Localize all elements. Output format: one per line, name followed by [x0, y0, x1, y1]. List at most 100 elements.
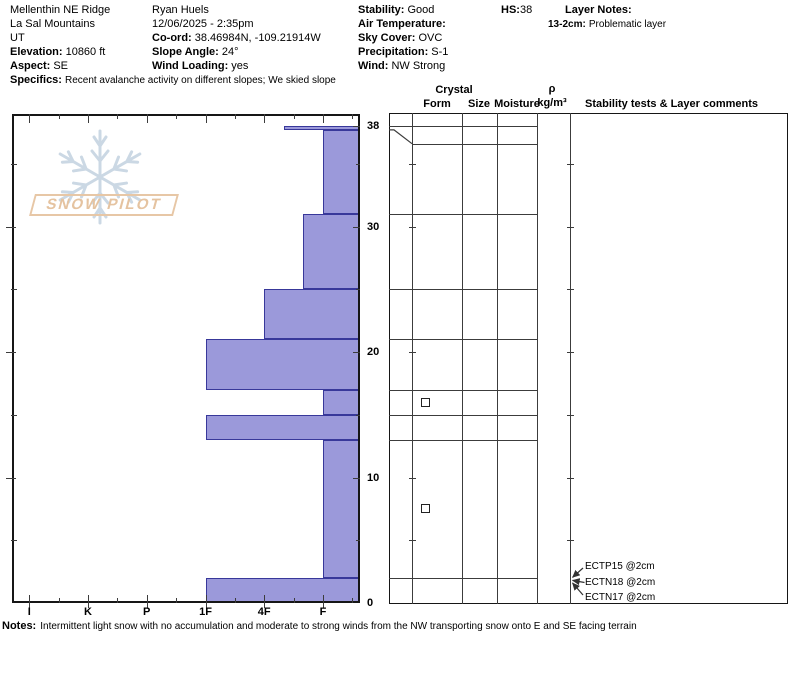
depth-major-tick-right	[353, 226, 360, 228]
hardness-minor-tick-top	[117, 114, 119, 119]
wind: Wind: NW Strong	[358, 60, 446, 72]
strip-depth-tick	[409, 477, 416, 479]
depth-axis-label: 30	[367, 220, 380, 233]
height-of-snow: HS:38	[501, 4, 533, 16]
hardness-bar	[264, 289, 360, 340]
layer-note: 13-2cm: Problematic layer	[548, 19, 667, 30]
depth-major-tick-left	[6, 477, 16, 479]
hardness-minor-tick-bottom	[58, 598, 60, 603]
depth-minor-tick-right	[356, 163, 360, 165]
hardness-major-tick-top	[29, 114, 31, 123]
strip-depth-tick	[409, 540, 416, 542]
crystal-header: Crystal	[435, 84, 473, 96]
hardness-bar	[323, 439, 360, 578]
depth-minor-tick-right	[356, 540, 360, 542]
hardness-axis-label: 1F	[199, 606, 212, 618]
depth-major-tick-left	[6, 352, 16, 353]
stability-test-label: ECTN17 @2cm	[585, 592, 656, 603]
pit-notes: Notes: Intermittent light snow with no ac…	[2, 620, 637, 632]
hardness-bar	[205, 339, 360, 390]
hardness-major-tick-bottom	[323, 595, 324, 608]
header-observer-column: Ryan Huels 12/06/2025 - 2:35pm Co-ord: 38…	[152, 3, 321, 73]
slope-angle: Slope Angle: 24°	[152, 46, 239, 58]
hardness-axis-label: F	[319, 606, 327, 618]
density-depth-tick	[567, 289, 574, 291]
density-symbol: ρ	[548, 83, 556, 95]
hardness-minor-tick-top	[58, 114, 60, 119]
coordinates: Co-ord: 38.46984N, -109.21914W	[152, 32, 321, 44]
hardness-bar	[323, 389, 360, 415]
panel-column-line	[412, 113, 413, 604]
layer-boundary-line	[412, 143, 537, 145]
hardness-major-tick-top	[146, 114, 148, 123]
site-name: Mellenthin NE Ridge	[10, 4, 111, 16]
form-header: Form	[423, 98, 451, 110]
hardness-major-tick-top	[205, 114, 207, 123]
panel-column-line	[537, 113, 538, 604]
observer-name: Ryan Huels	[152, 4, 209, 16]
hardness-minor-tick-bottom	[352, 598, 354, 603]
hardness-major-tick-bottom	[29, 595, 31, 608]
depth-major-tick-right	[353, 352, 360, 353]
layer-boundary-line	[389, 389, 537, 391]
hardness-axis-label: K	[84, 606, 92, 618]
sky-cover: Sky Cover: OVC	[358, 32, 443, 44]
hardness-minor-tick-top	[352, 114, 354, 119]
hardness-major-tick-top	[323, 114, 324, 123]
hardness-major-tick-bottom	[146, 595, 148, 608]
hardness-major-tick-top	[88, 114, 89, 123]
density-depth-tick	[567, 540, 574, 542]
hardness-major-tick-bottom	[205, 595, 207, 608]
strip-depth-tick	[409, 352, 416, 353]
stability: Stability: Good	[358, 4, 435, 16]
site-specifics: Specifics: Recent avalanche activity on d…	[10, 74, 336, 86]
layer-boundary-line	[389, 289, 537, 291]
hardness-minor-tick-top	[176, 114, 178, 119]
depth-axis-label: 10	[367, 471, 380, 484]
depth-minor-tick-right	[356, 414, 360, 416]
density-axis-line	[570, 113, 571, 604]
stability-test-label: ECTP15 @2cm	[585, 561, 655, 572]
site-aspect: Aspect: SE	[10, 60, 69, 72]
site-elevation: Elevation: 10860 ft	[10, 46, 106, 58]
strip-depth-tick	[409, 163, 416, 165]
header-site-column: Mellenthin NE Ridge La Sal Mountains UT …	[10, 3, 336, 88]
depth-major-tick-left	[6, 226, 16, 228]
strip-depth-tick	[409, 226, 416, 228]
strip-depth-tick	[409, 289, 416, 291]
hardness-minor-tick-bottom	[293, 598, 295, 603]
hardness-major-tick-top	[264, 114, 266, 123]
site-state: UT	[10, 32, 25, 44]
depth-minor-tick-left	[11, 289, 17, 291]
wind-loading: Wind Loading: yes	[152, 60, 249, 72]
depth-axis-label: 38	[367, 120, 380, 133]
air-temperature: Air Temperature:	[358, 18, 446, 30]
hardness-minor-tick-top	[234, 114, 236, 119]
panel-column-line	[497, 113, 498, 604]
grain-form-square-icon	[421, 504, 430, 514]
layer-notes-header: Layer Notes:	[565, 4, 632, 16]
observation-datetime: 12/06/2025 - 2:35pm	[152, 18, 254, 30]
stability-tests-header: Stability tests & Layer comments	[585, 98, 759, 110]
density-depth-tick	[567, 226, 574, 228]
panel-column-line	[462, 113, 463, 604]
hardness-minor-tick-bottom	[176, 598, 178, 603]
hardness-major-tick-bottom	[264, 595, 266, 608]
moisture-header: Moisture	[494, 98, 540, 110]
grain-form-square-icon	[421, 397, 430, 407]
hardness-major-tick-bottom	[88, 595, 89, 608]
depth-minor-tick-left	[11, 163, 17, 165]
layer-boundary-line	[389, 126, 537, 128]
layer-boundary-line	[389, 439, 537, 441]
density-depth-tick	[567, 352, 574, 353]
density-units: kg/m³	[537, 97, 567, 109]
hardness-bar	[303, 213, 360, 290]
stability-test-label: ECTN18 @2cm	[585, 576, 656, 588]
layer-boundary-line	[389, 414, 537, 416]
site-range: La Sal Mountains	[10, 18, 95, 30]
depth-minor-tick-right	[356, 289, 360, 291]
depth-major-tick-right	[353, 126, 360, 128]
size-header: Size	[467, 98, 491, 110]
hardness-minor-tick-top	[293, 114, 295, 119]
